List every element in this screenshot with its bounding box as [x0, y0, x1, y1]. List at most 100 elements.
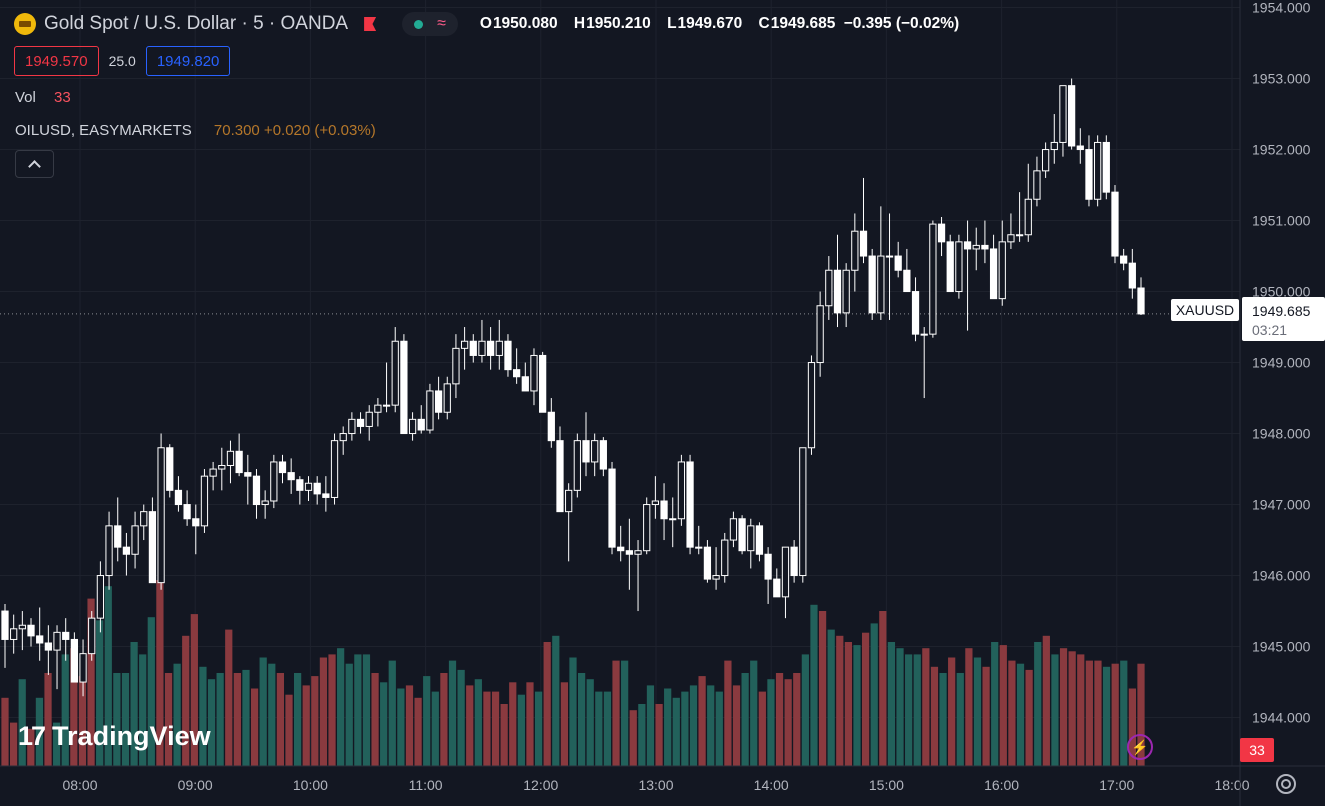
candle [643, 497, 651, 555]
candle [790, 540, 798, 583]
candle-body-up [374, 404, 382, 413]
volume-bar [629, 710, 637, 766]
candle [833, 234, 842, 328]
candle [721, 532, 729, 583]
ohlc-values: O1950.080 H1950.210 L1949.670 C1949.685 … [480, 15, 959, 33]
volume-bar [715, 691, 723, 766]
volume-bar [896, 648, 904, 766]
candle [235, 433, 243, 477]
candle-body-up [781, 546, 790, 598]
volume-bar [70, 648, 78, 766]
y-tick-label: 1951.000 [1252, 213, 1311, 229]
candle [330, 433, 339, 505]
candle [686, 454, 694, 555]
volume-bar [474, 679, 482, 766]
volume-bar [96, 620, 104, 766]
volume-bar [750, 660, 758, 766]
candle [911, 277, 920, 342]
candle-body-down [989, 248, 998, 300]
candle-body-down [1085, 149, 1093, 200]
volume-bar [87, 598, 95, 766]
candle [807, 355, 816, 455]
volume-bar [543, 642, 551, 766]
candle [1033, 156, 1041, 207]
candle [304, 476, 313, 501]
volume-bar [362, 654, 371, 766]
sell-button[interactable]: 1949.570 [14, 46, 99, 76]
volume-bar [732, 685, 741, 766]
market-status-pill[interactable]: ≈ [402, 12, 458, 36]
tradingview-logo[interactable]: 17 TradingView [18, 721, 211, 752]
candle [36, 607, 44, 661]
candle-body-up [747, 525, 755, 552]
volume-bar [534, 691, 543, 766]
volume-bar [483, 691, 491, 766]
candle [96, 561, 105, 633]
candle-body-up [1059, 85, 1067, 143]
candle-body-down [70, 638, 78, 683]
volume-bar [466, 685, 474, 766]
candle [747, 518, 755, 569]
volume-bar [965, 648, 973, 766]
candle-body-down [287, 472, 295, 481]
volume-legend[interactable]: Vol 33 [15, 89, 71, 106]
compare-legend[interactable]: OILUSD, EASYMARKETS 70.300 +0.020 (+0.03… [15, 122, 376, 139]
candle [339, 426, 347, 455]
x-tick-label: 15:00 [869, 777, 904, 793]
low-label: L [667, 15, 677, 32]
volume-bar [44, 673, 52, 766]
volume-bar [948, 657, 956, 766]
volume-bar [61, 654, 69, 766]
volume-bar [35, 697, 44, 766]
open-label: O [479, 15, 492, 32]
candle-body-up [920, 333, 928, 336]
candle-body-down [278, 461, 287, 474]
volume-legend-label: Vol [15, 89, 36, 106]
volume-bar [1111, 663, 1119, 766]
candle-body-up [339, 433, 347, 442]
volume-bar [423, 676, 431, 766]
volume-bar [285, 694, 293, 766]
y-tick-label: 1946.000 [1252, 568, 1311, 584]
candle [408, 412, 417, 441]
volume-bar [861, 632, 870, 766]
candle [417, 405, 425, 434]
candle-body-up [200, 475, 209, 527]
candle-body-up [391, 340, 399, 406]
lightning-icon[interactable]: ⚡ [1127, 734, 1153, 760]
volume-bar [53, 722, 61, 766]
candle-body-down [868, 255, 876, 314]
candle-body-down [296, 479, 304, 491]
candle [400, 334, 408, 435]
volume-bar [113, 673, 121, 766]
volume-bar [388, 660, 396, 766]
candle [495, 319, 503, 370]
candle [114, 497, 122, 562]
volume-bar [689, 685, 698, 766]
collapse-legend-button[interactable] [15, 150, 54, 178]
buy-button[interactable]: 1949.820 [145, 46, 231, 76]
candle-body-down [244, 472, 252, 477]
gold-coin-icon[interactable] [14, 13, 36, 35]
candle [18, 611, 26, 651]
volume-bar [1042, 635, 1050, 766]
candle [599, 437, 607, 477]
candle-body-up [669, 518, 677, 521]
candle [356, 412, 365, 434]
flag-icon[interactable] [364, 17, 377, 31]
candle-body-up [1007, 234, 1015, 243]
settings-icon[interactable] [1276, 774, 1296, 794]
volume-bar [603, 691, 612, 766]
candle [27, 618, 35, 647]
volume-bar [414, 697, 422, 766]
y-tick-label: 1953.000 [1252, 71, 1311, 87]
candle-body-up [851, 230, 859, 271]
tradingview-logo-text: TradingView [52, 721, 211, 751]
volume-bar [337, 648, 345, 766]
candle [539, 351, 547, 413]
volume-bar [268, 663, 276, 766]
symbol-title[interactable]: Gold Spot / U.S. Dollar · 5 · OANDA [44, 13, 349, 34]
volume-bar [1085, 660, 1093, 766]
